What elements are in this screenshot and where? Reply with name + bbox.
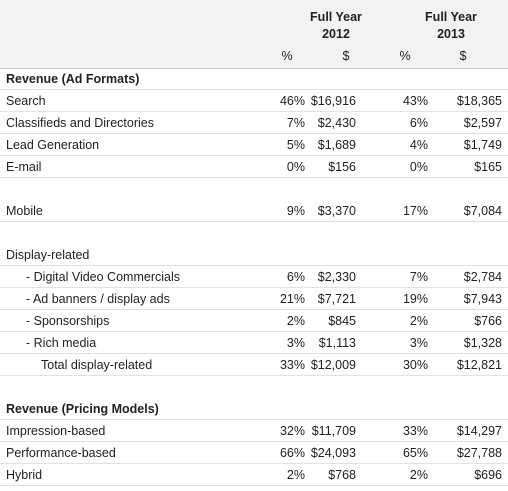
cell-value: 3% bbox=[409, 336, 428, 350]
row-separator bbox=[0, 156, 508, 178]
cell-value: $2,430 bbox=[317, 116, 356, 130]
row-label: Total display-related bbox=[41, 358, 153, 372]
row-separator bbox=[0, 442, 508, 464]
cell-value: $1,749 bbox=[463, 138, 502, 152]
cell-value: $18,365 bbox=[456, 94, 502, 108]
cell-value: 4% bbox=[409, 138, 428, 152]
cell-value: 2% bbox=[286, 468, 305, 482]
row-separator bbox=[0, 266, 508, 288]
cell-value: 33% bbox=[402, 424, 428, 438]
row-separator bbox=[0, 332, 508, 354]
cell-value: $766 bbox=[474, 314, 502, 328]
column-group-label: 2013 bbox=[437, 27, 465, 41]
column-subheader: $ bbox=[342, 49, 350, 63]
cell-value: 7% bbox=[286, 116, 305, 130]
cell-value: $2,784 bbox=[463, 270, 502, 284]
row-label: Hybrid bbox=[6, 468, 43, 482]
cell-value: $24,093 bbox=[310, 446, 356, 460]
cell-value: $11,709 bbox=[311, 424, 356, 438]
row-label: Impression-based bbox=[6, 424, 106, 438]
column-subheader: % bbox=[281, 49, 293, 63]
cell-value: $1,328 bbox=[463, 336, 502, 350]
cell-value: 0% bbox=[409, 160, 428, 174]
cell-value: $7,721 bbox=[317, 292, 356, 306]
cell-value: $7,084 bbox=[463, 204, 502, 218]
column-group-label: Full Year bbox=[425, 10, 477, 24]
row-separator bbox=[0, 310, 508, 332]
cell-value: $12,821 bbox=[456, 358, 502, 372]
cell-value: 33% bbox=[279, 358, 305, 372]
row-label: - Rich media bbox=[26, 336, 97, 350]
column-group-label: Full Year bbox=[310, 10, 362, 24]
row-separator bbox=[0, 68, 508, 90]
cell-value: $14,297 bbox=[456, 424, 502, 438]
cell-value: 30% bbox=[402, 358, 428, 372]
row-label: - Sponsorships bbox=[26, 314, 110, 328]
row-label: Mobile bbox=[6, 204, 43, 218]
column-subheader: $ bbox=[459, 49, 467, 63]
row-label: E-mail bbox=[6, 160, 42, 174]
cell-value: 2% bbox=[286, 314, 305, 328]
cell-value: 21% bbox=[279, 292, 305, 306]
cell-value: 6% bbox=[286, 270, 305, 284]
cell-value: 3% bbox=[286, 336, 305, 350]
cell-value: $1,113 bbox=[318, 336, 356, 350]
row-separator bbox=[0, 244, 508, 266]
cell-value: 2% bbox=[409, 468, 428, 482]
column-subheader: % bbox=[399, 49, 411, 63]
cell-value: $156 bbox=[328, 160, 356, 174]
cell-value: 2% bbox=[409, 314, 428, 328]
cell-value: $696 bbox=[474, 468, 502, 482]
row-label: Classifieds and Directories bbox=[6, 116, 154, 130]
row-label: Lead Generation bbox=[6, 138, 100, 152]
section-heading: Revenue (Pricing Models) bbox=[6, 402, 159, 416]
cell-value: 43% bbox=[402, 94, 428, 108]
cell-value: $2,597 bbox=[463, 116, 502, 130]
cell-value: $12,009 bbox=[310, 358, 356, 372]
row-label: - Ad banners / display ads bbox=[26, 292, 170, 306]
cell-value: $768 bbox=[328, 468, 356, 482]
cell-value: $845 bbox=[328, 314, 356, 328]
row-separator bbox=[0, 420, 508, 442]
row-separator bbox=[0, 134, 508, 156]
row-label: - Digital Video Commercials bbox=[26, 270, 180, 284]
cell-value: 19% bbox=[402, 292, 428, 306]
row-label: Display-related bbox=[6, 248, 90, 262]
row-separator bbox=[0, 112, 508, 134]
cell-value: 0% bbox=[286, 160, 305, 174]
section-heading: Revenue (Ad Formats) bbox=[6, 72, 140, 86]
cell-value: 17% bbox=[402, 204, 428, 218]
cell-value: $16,916 bbox=[310, 94, 356, 108]
cell-value: $165 bbox=[474, 160, 502, 174]
cell-value: $7,943 bbox=[463, 292, 502, 306]
cell-value: $27,788 bbox=[456, 446, 502, 460]
row-separator bbox=[0, 288, 508, 310]
row-label: Search bbox=[6, 94, 46, 108]
row-separator bbox=[0, 90, 508, 112]
row-label: Performance-based bbox=[6, 446, 116, 460]
cell-value: 46% bbox=[279, 94, 305, 108]
cell-value: 9% bbox=[286, 204, 305, 218]
cell-value: 66% bbox=[279, 446, 305, 460]
cell-value: $1,689 bbox=[317, 138, 356, 152]
row-separator bbox=[0, 354, 508, 376]
table-header bbox=[0, 0, 508, 69]
column-group-label: 2012 bbox=[322, 27, 350, 41]
row-separator bbox=[0, 200, 508, 222]
cell-value: $3,370 bbox=[317, 204, 356, 218]
cell-value: $2,330 bbox=[317, 270, 356, 284]
cell-value: 7% bbox=[409, 270, 428, 284]
cell-value: 5% bbox=[286, 138, 305, 152]
cell-value: 32% bbox=[279, 424, 305, 438]
row-separator bbox=[0, 398, 508, 420]
cell-value: 65% bbox=[402, 446, 428, 460]
cell-value: 6% bbox=[409, 116, 428, 130]
row-separator bbox=[0, 464, 508, 486]
